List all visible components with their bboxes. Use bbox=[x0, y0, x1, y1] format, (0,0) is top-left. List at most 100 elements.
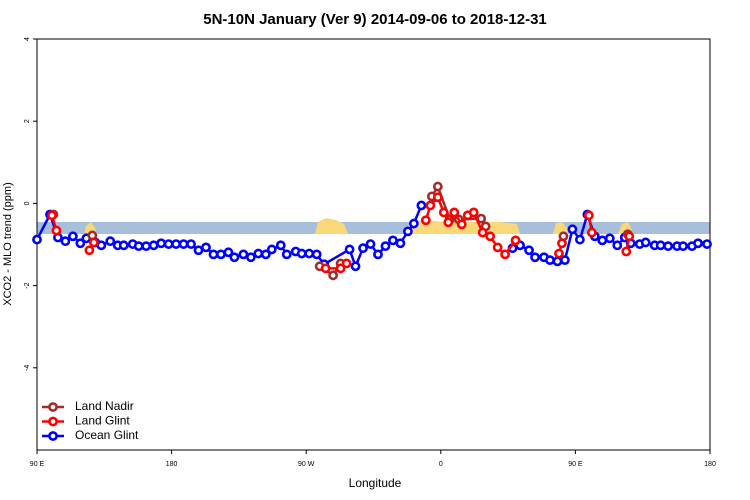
legend-marker bbox=[48, 431, 58, 441]
point bbox=[574, 234, 585, 245]
point bbox=[133, 241, 144, 252]
point bbox=[148, 240, 159, 251]
y-tick-label: 4 bbox=[24, 37, 31, 41]
x-tick-label: 180 bbox=[166, 461, 178, 468]
point bbox=[554, 248, 564, 259]
point bbox=[260, 249, 271, 260]
point bbox=[567, 224, 578, 235]
point bbox=[552, 256, 563, 267]
point bbox=[545, 255, 555, 266]
point bbox=[530, 252, 540, 263]
point bbox=[485, 231, 496, 242]
point bbox=[328, 270, 339, 281]
point bbox=[350, 261, 361, 272]
point bbox=[88, 237, 99, 248]
legend-label: Land Glint bbox=[75, 414, 130, 428]
point bbox=[163, 239, 174, 249]
point bbox=[171, 239, 181, 249]
x-tick-label: 180 bbox=[704, 461, 716, 468]
legend-marker bbox=[48, 402, 58, 412]
point bbox=[365, 239, 376, 249]
point bbox=[443, 217, 454, 228]
point bbox=[621, 246, 632, 257]
legend-label: Ocean Glint bbox=[75, 428, 139, 442]
point bbox=[402, 226, 413, 237]
chart-title: 5N-10N January (Ver 9) 2014-09-06 to 201… bbox=[203, 11, 547, 28]
point bbox=[216, 249, 226, 260]
point bbox=[105, 236, 116, 247]
point bbox=[416, 200, 427, 211]
point bbox=[311, 249, 322, 260]
point bbox=[60, 236, 71, 247]
y-tick-label: -4 bbox=[24, 365, 31, 371]
point bbox=[51, 225, 62, 236]
point bbox=[47, 210, 57, 221]
land-patch bbox=[315, 218, 348, 234]
point bbox=[245, 252, 256, 263]
y-tick-label: 0 bbox=[24, 201, 31, 205]
point bbox=[702, 239, 712, 249]
point bbox=[238, 249, 249, 260]
point bbox=[663, 241, 674, 252]
point bbox=[67, 231, 78, 242]
y-tick-label: -2 bbox=[24, 282, 31, 288]
point bbox=[380, 241, 391, 252]
point bbox=[678, 241, 688, 252]
point bbox=[358, 243, 368, 254]
point bbox=[500, 249, 511, 260]
point bbox=[341, 258, 352, 269]
point bbox=[640, 237, 651, 248]
point bbox=[655, 240, 666, 251]
point bbox=[560, 255, 570, 266]
point bbox=[141, 241, 152, 252]
point bbox=[524, 245, 534, 256]
point bbox=[425, 200, 436, 211]
point bbox=[557, 238, 567, 249]
point bbox=[75, 238, 86, 249]
point bbox=[186, 239, 196, 249]
point bbox=[208, 249, 219, 260]
point bbox=[344, 244, 355, 255]
point bbox=[275, 240, 286, 251]
point bbox=[201, 242, 211, 253]
point bbox=[84, 245, 95, 256]
point bbox=[492, 242, 503, 253]
point bbox=[432, 192, 443, 203]
point bbox=[395, 238, 406, 249]
x-tick-label: 90 W bbox=[298, 461, 315, 468]
map-background bbox=[37, 218, 710, 234]
point bbox=[229, 252, 240, 263]
point bbox=[178, 239, 189, 249]
point bbox=[335, 263, 346, 274]
point bbox=[266, 244, 277, 255]
point bbox=[586, 227, 597, 238]
x-tick-label: 90 E bbox=[30, 461, 45, 468]
point bbox=[281, 249, 292, 260]
x-axis-label: Longitude bbox=[349, 476, 402, 490]
point bbox=[449, 207, 460, 218]
point bbox=[32, 234, 42, 245]
point bbox=[223, 247, 234, 258]
point bbox=[304, 248, 315, 259]
point bbox=[624, 231, 635, 242]
point bbox=[118, 240, 129, 251]
x-tick-label: 0 bbox=[439, 461, 443, 468]
point bbox=[583, 210, 594, 221]
point bbox=[510, 235, 521, 246]
x-tick-label: 90 E bbox=[568, 461, 583, 468]
point bbox=[468, 207, 479, 218]
ocean-band bbox=[37, 222, 710, 234]
point bbox=[438, 207, 449, 218]
point bbox=[477, 227, 488, 238]
legend-label: Land Nadir bbox=[75, 399, 134, 413]
point bbox=[456, 219, 467, 230]
point bbox=[388, 235, 398, 246]
point bbox=[408, 218, 419, 229]
point bbox=[693, 238, 703, 249]
point bbox=[420, 215, 431, 226]
point bbox=[193, 245, 204, 256]
point bbox=[373, 249, 383, 260]
y-axis-label: XCO2 - MLO trend (ppm) bbox=[2, 182, 14, 305]
point bbox=[604, 233, 615, 244]
